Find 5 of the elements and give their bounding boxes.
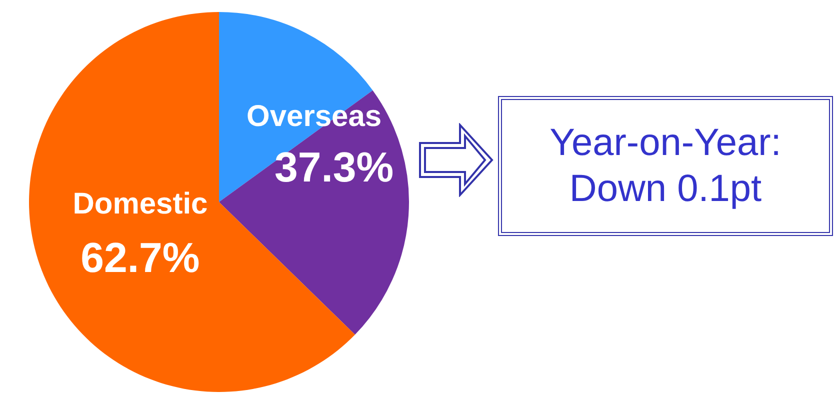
slice-label: Domestic	[72, 187, 208, 220]
text: Year-on-Year: Down 0.1pt	[498, 96, 833, 236]
text: 37.3%	[274, 143, 394, 190]
text: Overseas	[246, 100, 382, 133]
data-label: 62.7%	[80, 234, 200, 281]
